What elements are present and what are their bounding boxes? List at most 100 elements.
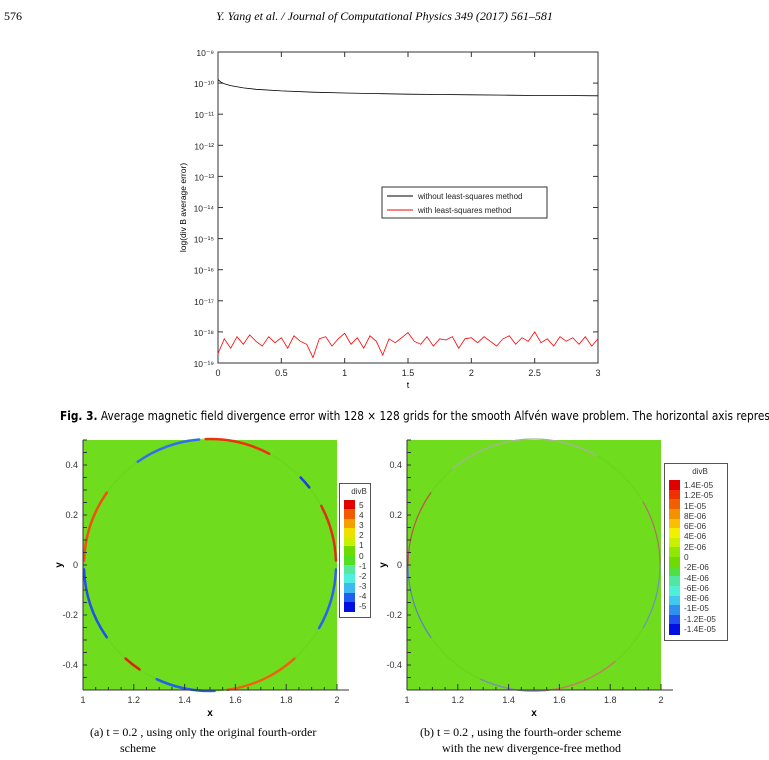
x-tick-label: 1 — [404, 695, 409, 705]
subcaption-b-line2: with the new divergence-free method — [442, 741, 622, 755]
divergence-error-arc — [480, 678, 546, 692]
legend-swatch — [344, 592, 355, 603]
legend-swatch — [669, 557, 680, 568]
divergence-error-arc — [136, 438, 201, 464]
x-tick-label: 2.5 — [528, 368, 541, 378]
legend-level-label: 0 — [684, 552, 689, 562]
legend-swatch — [344, 564, 355, 575]
x-tick-label: 1.6 — [229, 695, 242, 705]
legend-swatch — [669, 537, 680, 548]
x-tick-label: 1 — [80, 695, 85, 705]
legend-swatch — [669, 528, 680, 539]
y-tick-label: 10⁻⁹ — [196, 48, 214, 58]
y-tick-label: 0 — [73, 560, 78, 570]
y-tick-label: 10⁻¹⁵ — [194, 235, 214, 245]
legend-level-label: 1.4E-05 — [684, 480, 714, 491]
y-tick-label: -0.2 — [62, 610, 78, 620]
divergence-error-arc — [452, 438, 524, 470]
x-tick-label: 1.8 — [604, 695, 617, 705]
divergence-error-arc — [299, 476, 311, 489]
legend-level-label: 8E-06 — [684, 510, 707, 521]
legend-level-label: 1.2E-05 — [684, 490, 714, 501]
divergence-error-arc — [82, 568, 109, 639]
legend-level-label: 1 — [359, 540, 364, 551]
y-tick-label: 0.2 — [389, 510, 402, 520]
legend-level-label: -1.2E-05 — [684, 613, 716, 624]
divergence-error-arc — [204, 437, 271, 455]
y-tick-label: 10⁻¹⁷ — [194, 297, 214, 307]
divergence-error-arc — [522, 438, 598, 457]
legend-swatch — [344, 500, 355, 510]
legend-swatch — [344, 537, 355, 547]
legend-level-label: -2 — [359, 570, 367, 581]
legend-swatch — [669, 480, 680, 491]
x-tick-label: 1.5 — [402, 368, 415, 378]
x-axis-label: t — [407, 380, 410, 390]
chart-legend: without least-squares method with least-s… — [381, 186, 548, 219]
x-tick-label: 1.4 — [178, 695, 191, 705]
legend-level-label: 6E-06 — [684, 521, 707, 532]
divergence-error-arc — [407, 492, 432, 566]
y-tick-label: 0.2 — [65, 510, 78, 520]
legend-level-label: 4E-06 — [684, 531, 707, 542]
legend-swatch — [669, 499, 680, 510]
y-tick-label: 10⁻¹⁴ — [194, 204, 215, 214]
divergence-error-arc — [320, 504, 338, 562]
x-axis-label: x — [207, 708, 213, 719]
x-tick-label: 1.8 — [280, 695, 293, 705]
legend-swatch — [669, 518, 680, 529]
x-tick-label: 2 — [334, 695, 339, 705]
divergence-error-arc — [642, 501, 661, 566]
legend-swatch — [669, 576, 680, 587]
legend-level-label: 1E-05 — [684, 500, 707, 511]
page-number: 576 — [4, 9, 22, 23]
divergence-error-arc — [642, 564, 661, 629]
x-tick-label: 0 — [215, 368, 220, 378]
y-tick-label: 10⁻¹¹ — [194, 110, 214, 120]
y-tick-label: 10⁻¹⁸ — [194, 328, 215, 338]
divb-heatmap-divergence-free: 1 1.2 1.4 1.6 1.8 2 0.4 0.2 0 -0.2 -0.4 x y — [378, 438, 673, 719]
series-line — [217, 79, 599, 97]
divergence-error-arc — [226, 657, 296, 692]
legend-swatch — [669, 585, 680, 596]
figure-3-caption: Fig. 3. Average magnetic field divergenc… — [60, 409, 769, 423]
legend-level-label: -6E-06 — [684, 582, 709, 593]
running-title: Y. Yang et al. / Journal of Computationa… — [216, 9, 553, 23]
y-axis-label: y — [54, 562, 65, 568]
series-without-least-squares — [217, 79, 599, 97]
legend-swatch — [344, 546, 355, 556]
heatmap-field — [407, 440, 661, 690]
divb-legend-a: divB 5 4 3 2 1 0 -1 -2 -3 -4 -5 — [339, 483, 371, 618]
y-tick-label: 10⁻¹² — [194, 141, 214, 151]
legend-level-label: -4E-06 — [684, 572, 709, 583]
legend-level-label: -4 — [359, 590, 367, 601]
legend-swatch — [344, 509, 355, 519]
legend-frame — [381, 186, 548, 219]
y-tick-label: 0 — [397, 560, 402, 570]
legend-swatch — [669, 605, 680, 616]
y-tick-label: 10⁻¹³ — [194, 172, 214, 182]
legend-title: divB — [692, 467, 708, 476]
legend-level-label: 5 — [359, 500, 364, 511]
legend-swatch — [669, 547, 680, 558]
legend-level-label: -3 — [359, 580, 367, 591]
legend-title: divB — [351, 487, 367, 496]
y-axis-label: y — [378, 562, 389, 568]
legend-swatch — [669, 508, 680, 519]
y-tick-label: -0.2 — [386, 610, 402, 620]
subcaption-a-line2: scheme — [120, 741, 156, 755]
legend-swatch — [669, 566, 680, 577]
x-tick-label: 1 — [342, 368, 347, 378]
legend-level-label: 4 — [359, 510, 364, 521]
divergence-error-arc — [124, 657, 141, 671]
y-tick-label: 10⁻¹⁹ — [194, 359, 215, 369]
legend-level-label: -8E-06 — [684, 593, 709, 604]
y-tick-label: -0.4 — [386, 660, 402, 670]
legend-level-label: -1E-05 — [684, 603, 709, 614]
figure-label: Fig. 3. — [60, 409, 98, 423]
legend-swatch — [344, 518, 355, 529]
legend-swatch — [344, 555, 355, 566]
legend-level-label: 2E-06 — [684, 541, 707, 552]
legend-swatch — [669, 614, 680, 625]
legend-label: with least-squares method — [417, 206, 511, 215]
